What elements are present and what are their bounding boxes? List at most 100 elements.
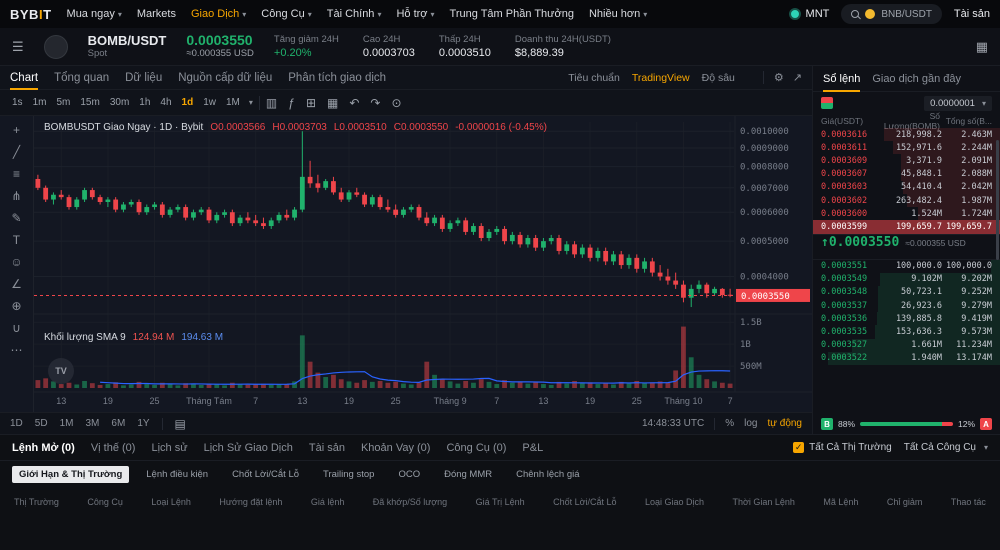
precision-select[interactable]: 0.0000001 ▾ xyxy=(924,95,992,111)
orders-subtab-chenh-lech-gia[interactable]: Chênh lệch giá xyxy=(516,468,580,480)
search-box[interactable]: BNB/USDT xyxy=(841,4,942,24)
ask-row[interactable]: 0.0003607 45,848.1 2.088M xyxy=(813,167,1000,181)
redo-icon[interactable]: ↷ xyxy=(370,95,381,110)
tradingview-logo[interactable]: TV xyxy=(48,358,74,384)
clock[interactable]: 14:48:33 UTC xyxy=(641,418,705,429)
orders-tab-tai-san[interactable]: Tài sản xyxy=(308,441,345,454)
nav-item-markets[interactable]: Markets xyxy=(136,8,176,20)
bid-row[interactable]: 0.0003548 50,723.1 9.252M xyxy=(813,285,1000,300)
tab-recent-trades[interactable]: Giao dịch gần đây xyxy=(872,72,961,85)
bid-row[interactable]: 0.0003522 1.940M 13.174M xyxy=(813,351,1000,365)
timeframe-1m[interactable]: 1M xyxy=(226,97,240,108)
auto-scale-button[interactable]: tự động xyxy=(767,418,803,429)
range-6m[interactable]: 6M xyxy=(111,418,126,429)
ask-row[interactable]: 0.0003616 218,998.2 2.463M xyxy=(813,128,1000,142)
orders-subtab-gioi-han-thi-truong[interactable]: Giới Hạn & Thị Trường xyxy=(12,465,130,483)
assets-link[interactable]: Tài sản xyxy=(953,8,990,20)
tab-du-lieu[interactable]: Dữ liệu xyxy=(125,71,163,84)
timeframe-30m[interactable]: 30m xyxy=(109,97,130,108)
nav-item-ho-tro[interactable]: Hỗ trợ ▾ xyxy=(396,8,435,20)
range-5d[interactable]: 5D xyxy=(34,418,48,429)
zoom-in-icon[interactable]: ⊕ xyxy=(11,299,22,313)
more-icon[interactable]: ⋯ xyxy=(10,343,23,357)
bybit-logo[interactable]: BYBIT xyxy=(10,7,52,22)
compare-icon[interactable]: ⊞ xyxy=(305,95,317,110)
orders-subtab-ong-mmr[interactable]: Đóng MMR xyxy=(444,468,493,480)
pitchfork-icon[interactable]: ⋔ xyxy=(11,189,22,203)
timeframe-1d[interactable]: 1d xyxy=(181,97,194,108)
gear-icon[interactable]: ⚙ xyxy=(773,72,784,84)
range-3m[interactable]: 3M xyxy=(85,418,100,429)
crosshair-icon[interactable]: + xyxy=(12,123,20,137)
calendar-icon[interactable]: ▤ xyxy=(174,416,186,431)
tab-tong-quan[interactable]: Tổng quan xyxy=(54,71,110,84)
bid-row[interactable]: 0.0003537 26,923.6 9.279M xyxy=(813,299,1000,313)
tab-nguon-cap-du-lieu[interactable]: Nguồn cấp dữ liệu xyxy=(178,71,273,84)
emoji-icon[interactable]: ☺ xyxy=(10,255,23,269)
tab-phan-tich-giao-dich[interactable]: Phân tích giao dịch xyxy=(288,71,387,84)
mnt-network[interactable]: MNT xyxy=(788,8,829,20)
orders-tab-p-l[interactable]: P&L xyxy=(522,441,544,454)
undo-icon[interactable]: ↶ xyxy=(349,95,360,110)
replay-icon[interactable]: ⊙ xyxy=(391,95,402,110)
scrollbar[interactable] xyxy=(996,140,999,260)
orders-tab-lenh-mo-0[interactable]: Lệnh Mở (0) xyxy=(12,441,75,454)
bid-row[interactable]: 0.0003527 1.661M 11.234M xyxy=(813,338,1000,352)
ask-row[interactable]: 0.0003609 3,371.9 2.091M xyxy=(813,154,1000,168)
timeframe-1s[interactable]: 1s xyxy=(12,97,23,108)
all-instruments-dropdown[interactable]: Tất Cả Công Cụ ▾ xyxy=(904,442,988,453)
bid-row[interactable]: 0.0003535 153,636.3 9.573M xyxy=(813,325,1000,339)
orders-tab-lich-su-giao-dich[interactable]: Lịch Sử Giao Dịch xyxy=(203,441,293,454)
nav-item-giao-dich[interactable]: Giao Dịch ▾ xyxy=(190,8,247,20)
ask-row[interactable]: 0.0003603 54,410.4 2.042M xyxy=(813,180,1000,194)
orders-tab-lich-su[interactable]: Lịch sử xyxy=(151,441,188,454)
view-tab-o-sau[interactable]: Độ sâu xyxy=(701,71,735,84)
orders-tab-khoan-vay-0[interactable]: Khoản Vay (0) xyxy=(360,441,431,454)
market-list-icon[interactable]: ☰ xyxy=(12,38,24,54)
orders-subtab-oco[interactable]: OCO xyxy=(398,468,421,480)
chevron-down-icon[interactable]: ▾ xyxy=(248,98,253,107)
orders-tab-vi-the-0[interactable]: Vị thế (0) xyxy=(90,441,136,454)
nav-item-trung-tam-phan-thuong[interactable]: Trung Tâm Phần Thưởng xyxy=(449,8,574,20)
log-scale-button[interactable]: log xyxy=(744,418,758,429)
orders-subtab-trailing-stop[interactable]: Trailing stop xyxy=(323,468,375,480)
view-tab-tradingview[interactable]: TradingView xyxy=(631,71,690,84)
timeframe-1w[interactable]: 1w xyxy=(203,97,216,108)
pair-block[interactable]: BOMB/USDT Spot xyxy=(88,33,167,60)
layout-toggle-icon[interactable]: ▦ xyxy=(975,38,988,54)
candles-icon[interactable]: ▥ xyxy=(265,95,278,110)
orders-tab-cong-cu-0[interactable]: Công Cụ (0) xyxy=(446,441,507,454)
fib-icon[interactable]: ≡ xyxy=(12,167,20,181)
nav-item-mua-ngay[interactable]: Mua ngay ▾ xyxy=(66,8,122,20)
range-1d[interactable]: 1D xyxy=(10,418,23,429)
timeframe-1m[interactable]: 1m xyxy=(32,97,47,108)
timeframe-4h[interactable]: 4h xyxy=(160,97,172,108)
view-tab-tieu-chuan[interactable]: Tiêu chuẩn xyxy=(568,71,620,84)
bid-row[interactable]: 0.0003549 9.102M 9.202M xyxy=(813,272,1000,286)
mid-price[interactable]: ↑0.0003550 xyxy=(821,235,899,250)
book-mode-icon[interactable] xyxy=(821,97,833,109)
timeframe-1h[interactable]: 1h xyxy=(139,97,151,108)
tab-chart[interactable]: Chart xyxy=(10,66,39,90)
trendline-icon[interactable]: ╱ xyxy=(12,145,21,159)
ask-row[interactable]: 0.0003600 1.524M 1.724M xyxy=(813,207,1000,221)
timeframe-15m[interactable]: 15m xyxy=(80,97,100,108)
all-markets-filter[interactable]: ✓ Tất Cả Thị Trường xyxy=(793,442,892,453)
nav-item-nhieu-hon[interactable]: Nhiều hơn ▾ xyxy=(588,8,648,20)
ask-row[interactable]: 0.0003599 199,659.7 199,659.7 xyxy=(813,220,1000,234)
orders-subtab-lenh-ieu-kien[interactable]: Lệnh điều kiện xyxy=(146,468,209,480)
measure-icon[interactable]: ∠ xyxy=(11,277,22,291)
ask-row[interactable]: 0.0003611 152,971.6 2.244M xyxy=(813,141,1000,155)
tab-orderbook[interactable]: Sổ lệnh xyxy=(823,66,861,92)
range-1y[interactable]: 1Y xyxy=(137,418,150,429)
bid-row[interactable]: 0.0003536 139,885.8 9.419M xyxy=(813,312,1000,326)
range-1m[interactable]: 1M xyxy=(59,418,74,429)
price-chart[interactable]: 13 19 25 Tháng Tám 7 13 19 25 Tháng 9 7 13 19 25 Thán… xyxy=(33,116,812,412)
expand-icon[interactable]: ↗ xyxy=(792,72,802,84)
percent-scale-button[interactable]: % xyxy=(725,418,735,429)
nav-item-cong-cu[interactable]: Công Cụ ▾ xyxy=(261,8,312,20)
layout-icon[interactable]: ▦ xyxy=(327,95,339,110)
indicators-icon[interactable]: ƒ xyxy=(288,95,295,110)
text-icon[interactable]: T xyxy=(12,233,21,247)
brush-icon[interactable]: ✎ xyxy=(11,211,22,225)
